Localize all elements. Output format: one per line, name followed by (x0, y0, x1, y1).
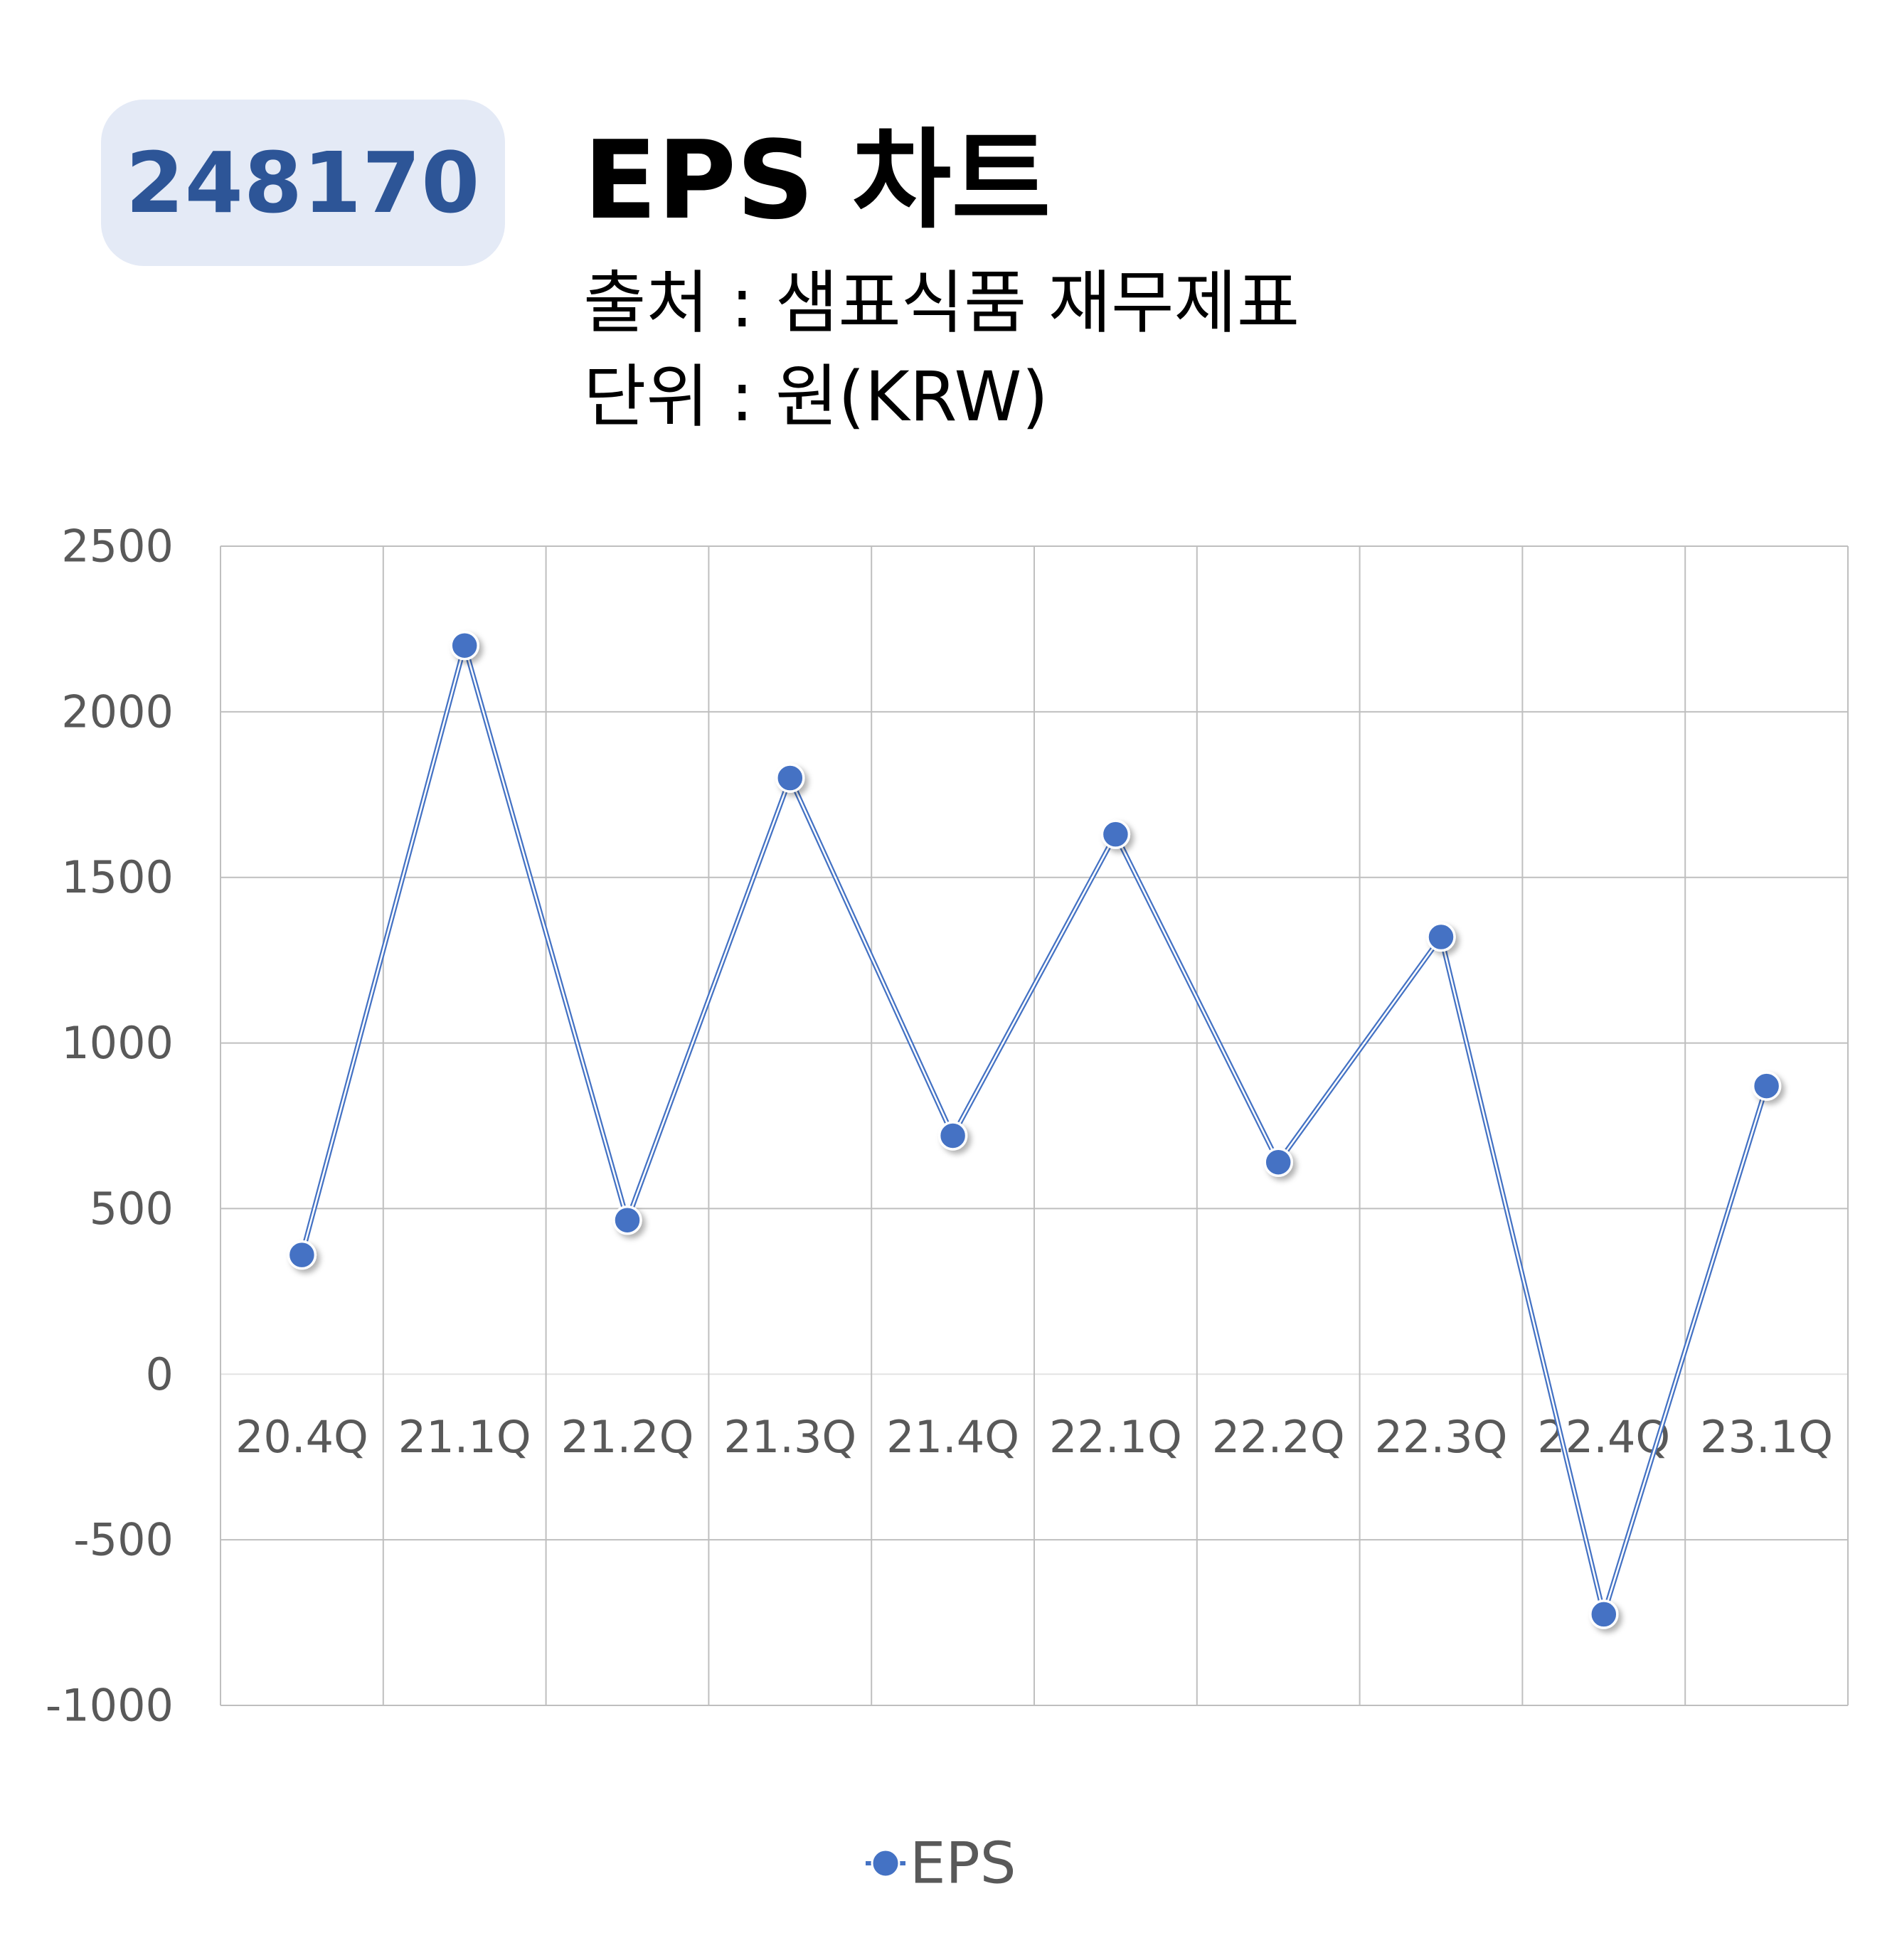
data-point (1263, 1147, 1293, 1177)
x-tick-label: 21.4Q (886, 1411, 1019, 1463)
grid (220, 545, 1849, 1706)
y-tick-label: 500 (90, 1183, 174, 1235)
legend-label: EPS (910, 1831, 1016, 1897)
legend: EPS (866, 1831, 1016, 1897)
stock-code-badge: 248170 (101, 100, 505, 266)
data-point (775, 763, 805, 793)
x-tick-label: 22.3Q (1375, 1411, 1508, 1463)
data-point (450, 630, 479, 661)
chart-title: EPS 차트 (583, 117, 1051, 243)
y-tick-label: 1000 (61, 1017, 174, 1069)
series-eps (287, 630, 1782, 1629)
y-tick-label: -500 (73, 1514, 174, 1566)
data-point (287, 1240, 317, 1270)
x-tick-label: 20.4Q (235, 1411, 368, 1463)
series-line-inner (301, 644, 1768, 1616)
source-line: 출처 : 샘표식품 재무제표 (583, 263, 1300, 343)
legend-marker (871, 1848, 900, 1878)
x-tick-label: 22.1Q (1049, 1411, 1182, 1463)
x-tick-label: 21.2Q (561, 1411, 694, 1463)
data-point (1100, 819, 1131, 849)
data-point (937, 1121, 968, 1151)
data-point (1426, 922, 1456, 952)
x-tick-label: 23.1Q (1700, 1411, 1833, 1463)
data-point (612, 1205, 642, 1235)
x-tick-label: 21.1Q (398, 1411, 531, 1463)
y-tick-label: 2500 (61, 521, 174, 572)
unit-line: 단위 : 원(KRW) (583, 357, 1048, 437)
data-point (1751, 1071, 1782, 1101)
y-tick-label: 1500 (61, 851, 174, 903)
data-point (1589, 1599, 1619, 1629)
x-tick-label: 22.2Q (1212, 1411, 1345, 1463)
x-axis-ticks: 20.4Q 21.1Q 21.2Q 21.3Q 21.4Q 22.1Q 22.2Q 22.3Q… (235, 1411, 1833, 1463)
y-tick-label: 0 (146, 1348, 174, 1400)
y-axis-ticks: 2500 2000 1500 1000 500 0 -500 -1000 (46, 521, 174, 1732)
x-tick-label: 21.3Q (723, 1411, 856, 1463)
stock-code: 248170 (125, 134, 481, 232)
y-tick-label: 2000 (61, 686, 174, 737)
y-tick-label: -1000 (46, 1680, 174, 1732)
